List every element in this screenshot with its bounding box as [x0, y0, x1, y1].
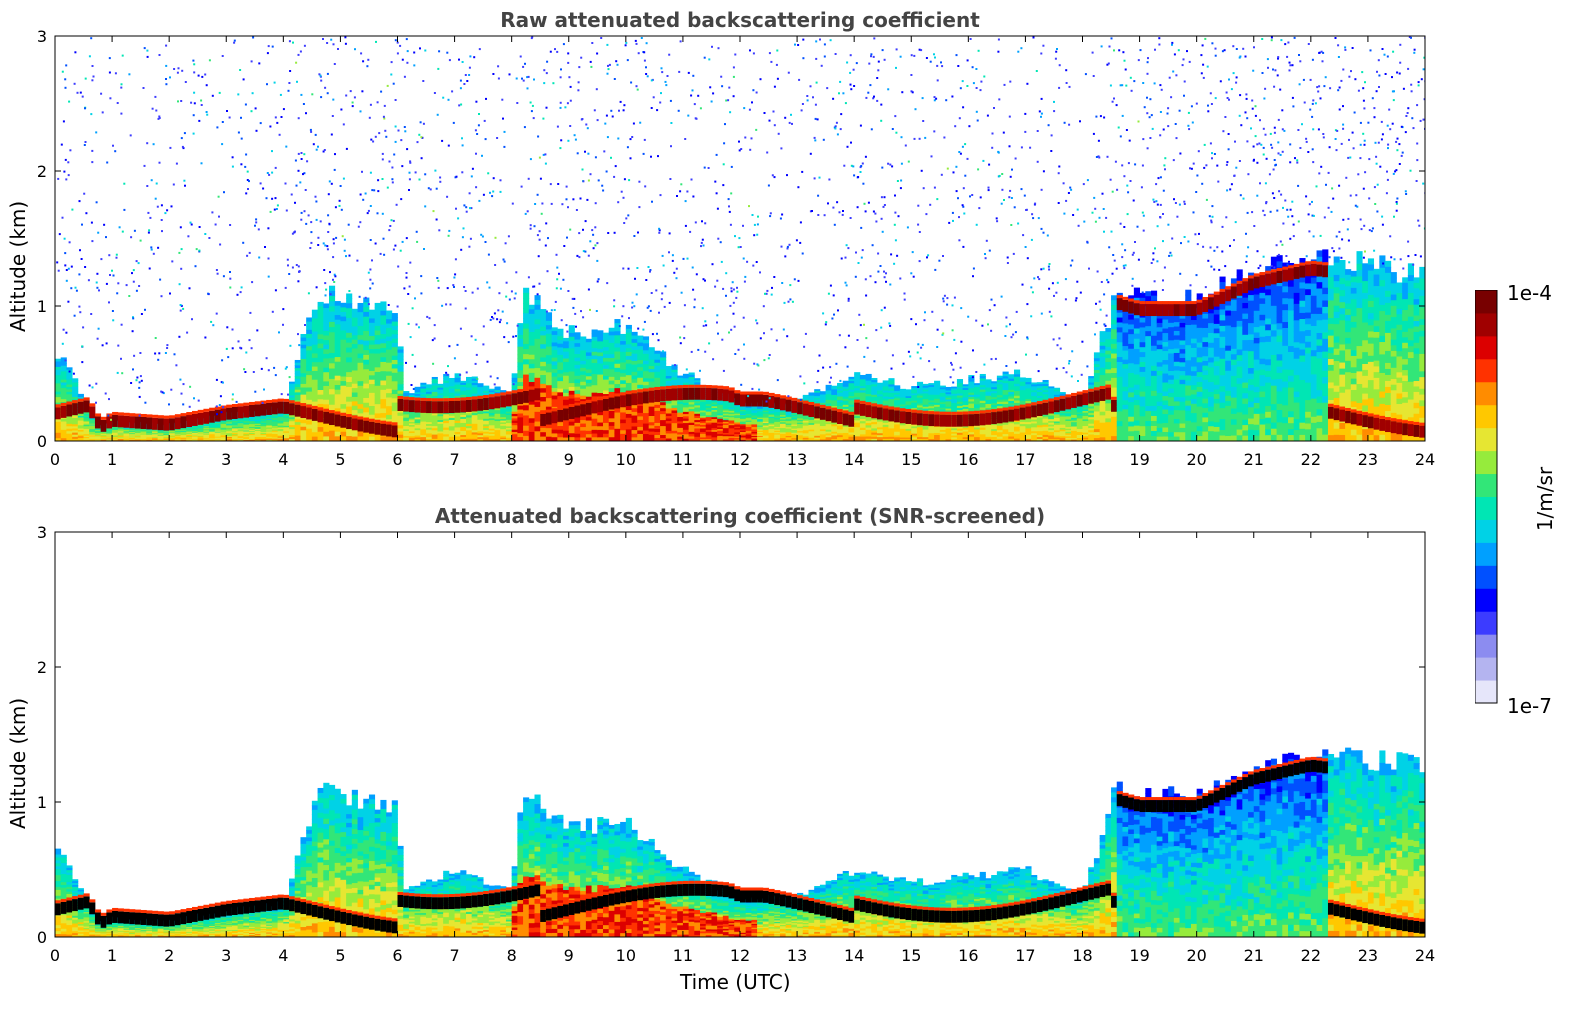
x-tick-label: 15: [901, 450, 921, 469]
x-tick-label: 24: [1415, 946, 1435, 965]
x-tick-label: 9: [564, 450, 574, 469]
x-tick-label: 7: [449, 450, 459, 469]
x-tick-label: 8: [507, 946, 517, 965]
x-tick-label: 3: [221, 450, 231, 469]
x-tick-label: 10: [616, 946, 636, 965]
y-tick-label: 0: [37, 432, 47, 451]
x-tick-label: 2: [164, 946, 174, 965]
top-heatmap-plot: 0 1 2 3 4 5 6 7 8 9 10 11 12 13 14 15 16 17 18 19 20 21 22 23 24…: [37, 27, 1435, 469]
x-tick-label: 17: [1015, 946, 1035, 965]
x-tick-label: 13: [787, 946, 807, 965]
bottom-panel-title: Attenuated backscattering coefficient (S…: [434, 504, 1046, 528]
x-tick-label: 8: [507, 450, 517, 469]
y-tick-label: 2: [37, 658, 47, 677]
x-tick-label: 16: [958, 450, 978, 469]
x-tick-label: 18: [1072, 450, 1092, 469]
x-tick-label: 16: [958, 946, 978, 965]
x-tick-label: 0: [50, 450, 60, 469]
x-axis-label: Time (UTC): [680, 970, 791, 994]
x-tick-label: 11: [673, 450, 693, 469]
x-tick-label: 11: [673, 946, 693, 965]
colorbar-unit-label: 1/m/sr: [1533, 466, 1557, 532]
x-tick-label: 12: [730, 450, 750, 469]
x-tick-label: 23: [1358, 946, 1378, 965]
y-tick-label: 1: [37, 793, 47, 812]
x-tick-label: 18: [1072, 946, 1092, 965]
colorbar-min-label: 1e-7: [1507, 694, 1552, 718]
x-tick-label: 3: [221, 946, 231, 965]
y-tick-label: 0: [37, 928, 47, 947]
x-tick-label: 22: [1301, 946, 1321, 965]
x-tick-label: 6: [392, 946, 402, 965]
x-tick-label: 4: [278, 450, 288, 469]
x-tick-label: 14: [844, 450, 864, 469]
x-tick-label: 12: [730, 946, 750, 965]
colorbar-max-label: 1e-4: [1507, 281, 1552, 305]
x-tick-label: 2: [164, 450, 174, 469]
x-tick-label: 21: [1244, 450, 1264, 469]
y-tick-label: 2: [37, 162, 47, 181]
x-tick-label: 19: [1129, 450, 1149, 469]
x-tick-label: 22: [1301, 450, 1321, 469]
bottom-heatmap-plot: 0 1 2 3 4 5 6 7 8 9 10 11 12 13 14 15 16 17 18 19 20 21 22 23 24…: [37, 523, 1435, 965]
x-tick-label: 5: [335, 946, 345, 965]
x-tick-label: 17: [1015, 450, 1035, 469]
x-tick-label: 23: [1358, 450, 1378, 469]
top-panel-title: Raw attenuated backscattering coefficien…: [500, 8, 980, 32]
x-tick-label: 24: [1415, 450, 1435, 469]
x-tick-label: 20: [1186, 450, 1206, 469]
x-tick-label: 4: [278, 946, 288, 965]
x-tick-label: 1: [107, 450, 117, 469]
y-tick-label: 1: [37, 297, 47, 316]
x-tick-label: 9: [564, 946, 574, 965]
x-tick-label: 19: [1129, 946, 1149, 965]
x-tick-label: 7: [449, 946, 459, 965]
x-tick-label: 20: [1186, 946, 1206, 965]
x-tick-label: 15: [901, 946, 921, 965]
x-tick-label: 21: [1244, 946, 1264, 965]
x-tick-label: 14: [844, 946, 864, 965]
y-tick-label: 3: [37, 27, 47, 46]
x-tick-label: 5: [335, 450, 345, 469]
x-tick-label: 6: [392, 450, 402, 469]
y-tick-label: 3: [37, 523, 47, 542]
x-tick-label: 1: [107, 946, 117, 965]
colorbar: [1475, 290, 1498, 704]
x-tick-label: 13: [787, 450, 807, 469]
x-tick-label: 0: [50, 946, 60, 965]
x-tick-label: 10: [616, 450, 636, 469]
